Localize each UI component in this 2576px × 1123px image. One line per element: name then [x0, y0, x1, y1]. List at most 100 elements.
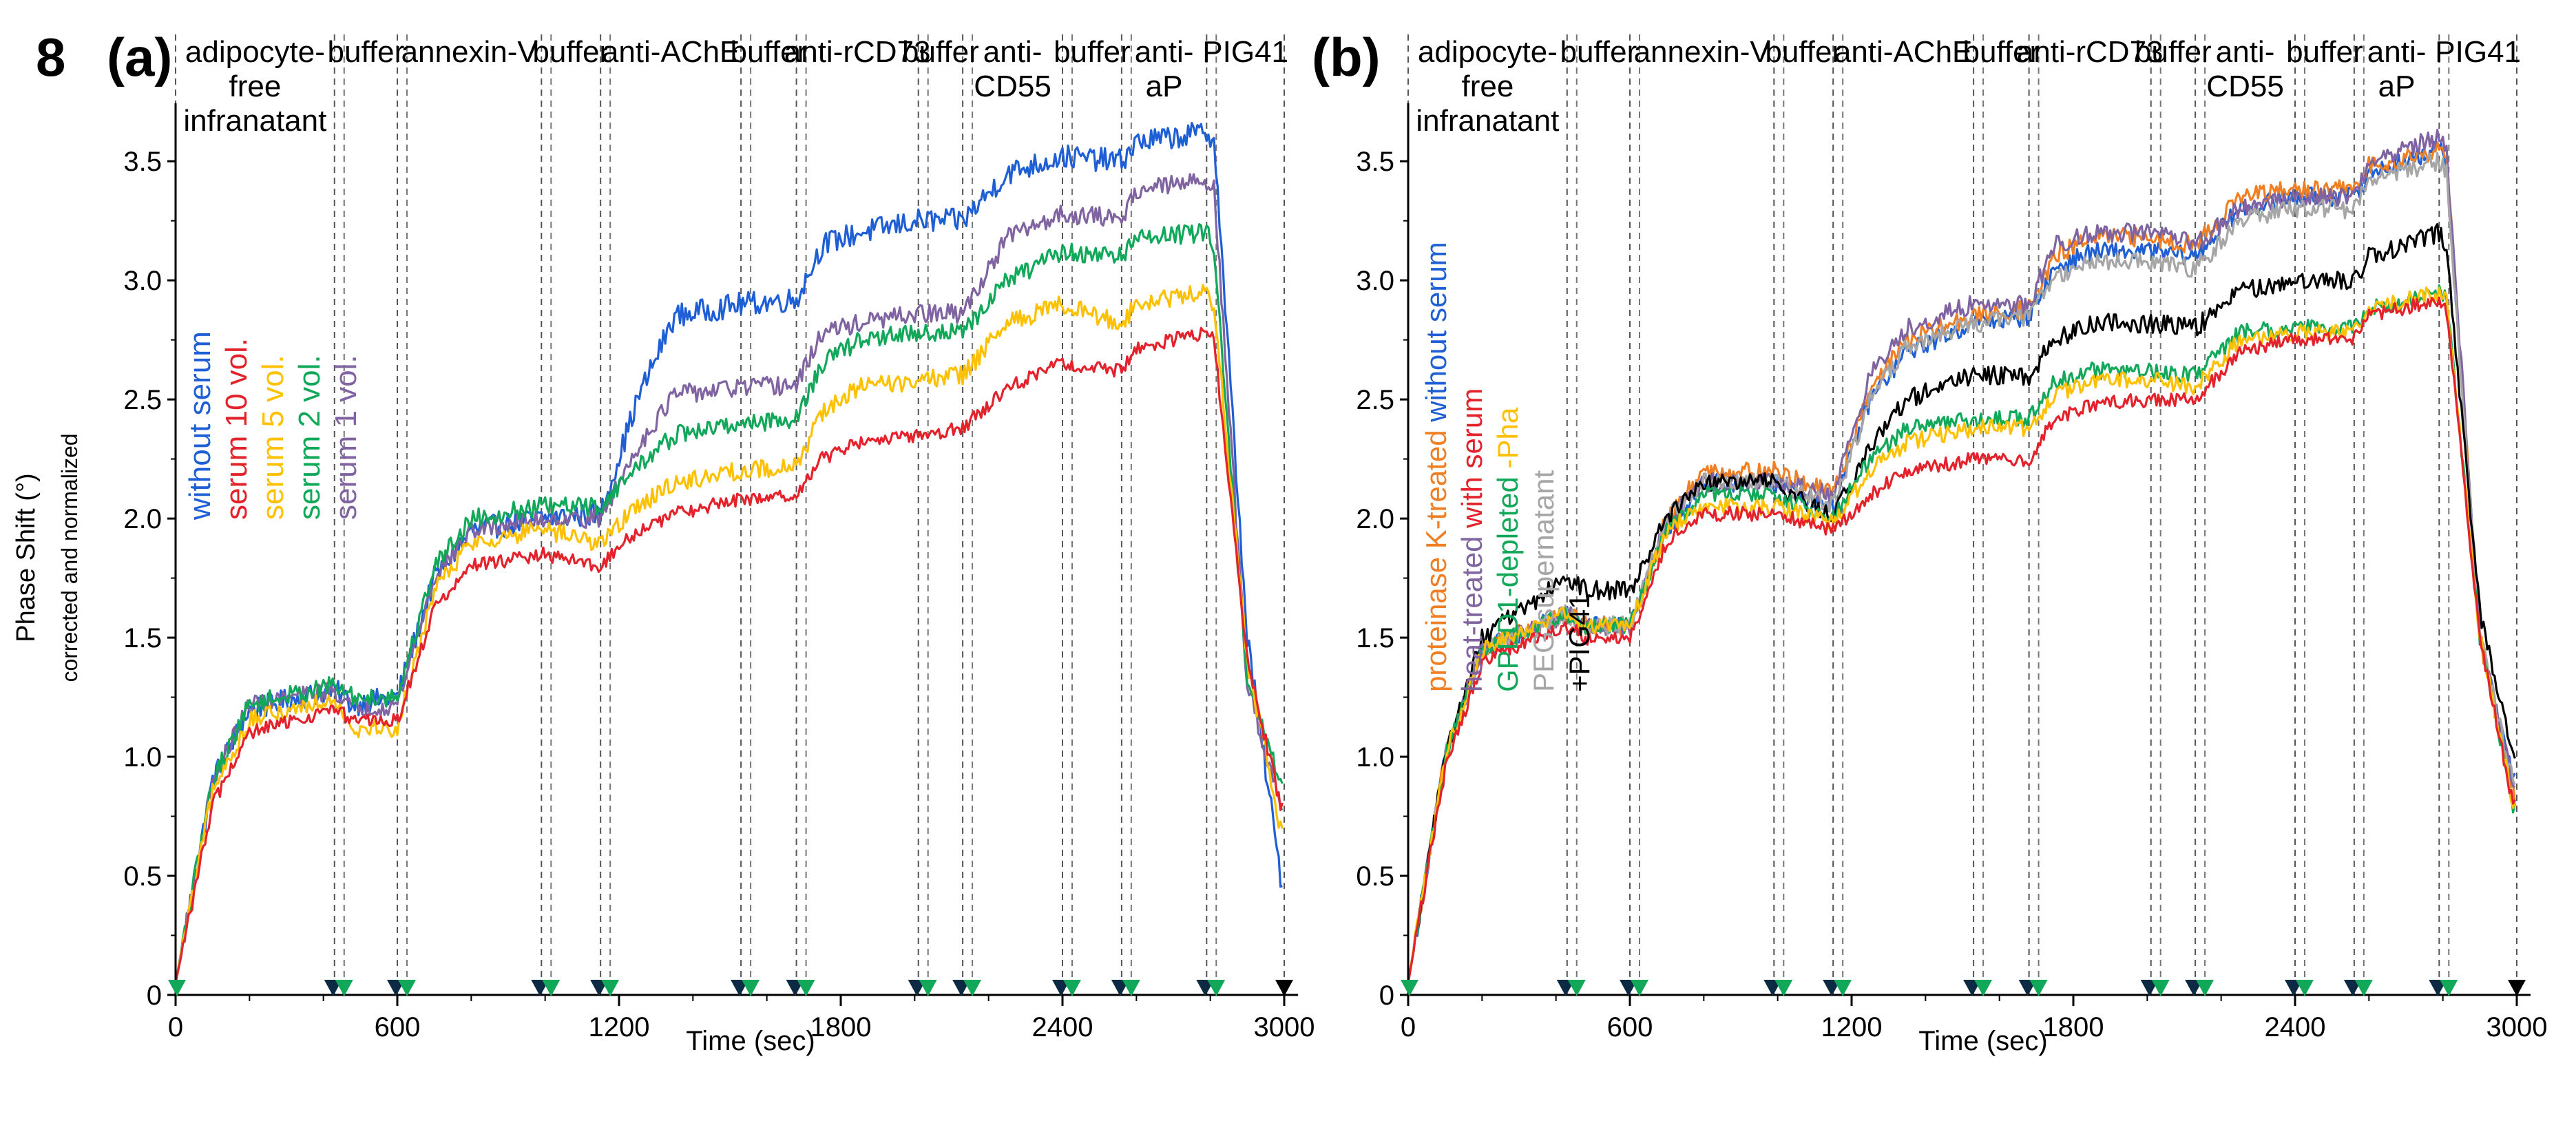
injection-marker [2296, 980, 2314, 996]
panel-a: (a) adipocyte-freeinfranatantbufferannex… [12, 27, 1315, 1056]
segment-label: free [229, 70, 281, 103]
figure-number: 8 [36, 27, 65, 87]
segment-label: buffer [1560, 35, 1637, 69]
legend-entry-text: without serum [1420, 242, 1452, 422]
segment-label: aP [1146, 70, 1183, 103]
injection-guides-b [1407, 34, 2517, 995]
x-tick-label: 600 [1607, 1012, 1653, 1042]
injection-marker [963, 980, 982, 996]
segment-label: buffer [730, 35, 807, 69]
y-tick-label: 2.0 [1356, 504, 1394, 534]
series-line-heat-treated [1407, 129, 2516, 983]
legend-entry: serum 1 vol. [329, 355, 363, 520]
injection-marker [2354, 980, 2373, 996]
segment-label: buffer [902, 35, 979, 69]
y-tick-label: 2.0 [123, 504, 162, 534]
segment-label: anti- [1135, 35, 1194, 69]
x-tick-label: 600 [375, 1012, 421, 1042]
x-tick-label: 3000 [2486, 1012, 2548, 1042]
injection-marker [1275, 980, 1293, 996]
series-line-serum-5-vol- [174, 284, 1284, 984]
segment-label: buffer [1962, 35, 2040, 69]
legend-entry-text: serum [329, 428, 363, 520]
segment-labels-b: adipocyte-freeinfranatantbufferannexin-V… [1416, 35, 2521, 138]
series-line--pig41 [1407, 223, 2516, 983]
legend-entry: heat-treated with serum [1456, 388, 1488, 692]
series-line-serum-2-vol- [174, 223, 1284, 983]
segment-label: adipocyte- [1418, 35, 1558, 69]
x-ticks-b: 0 600 1200 1800 2400 3000 [1401, 995, 2548, 1042]
segment-label: infranatant [183, 104, 326, 138]
legend-entry: without serum [183, 331, 217, 521]
injection-marker [2029, 980, 2048, 996]
injection-marker [1834, 980, 1852, 996]
injection-marker [601, 980, 620, 996]
legend-entry: serum 2 vol. [293, 355, 326, 520]
legend-entry-text: with serum [1456, 388, 1488, 529]
y-tick-label: 0.5 [1356, 861, 1394, 892]
legend-entry-text: +PIG41 [1563, 593, 1595, 692]
x-tick-label: 3000 [1254, 1012, 1315, 1042]
y-ticks-a: 0 0.5 1.0 1.5 2.0 2.5 3.0 3.5 [123, 147, 176, 1011]
legend-entry-text: proteinase K-treated [1420, 422, 1452, 692]
legend-entry-text: serum [220, 428, 253, 520]
segment-label: annexin-V [401, 35, 538, 69]
y-tick-label: 3.0 [123, 266, 162, 296]
injection-marker [168, 980, 186, 996]
injection-marker [919, 980, 937, 996]
segment-labels-a: adipocyte-freeinfranatantbufferannexin-V… [183, 35, 1288, 138]
x-tick-label: 2400 [2265, 1012, 2326, 1042]
legend-entry-text: GPLD1-depleted [1491, 468, 1524, 692]
segment-label: aP [2378, 70, 2416, 103]
plot-area-a [174, 122, 1284, 984]
injection-marker [1122, 980, 1140, 996]
segment-label: anti- [2367, 35, 2427, 69]
segment-label: buffer [532, 35, 609, 69]
legend-a: without serum serum 10 vol.serum 5 vol.se… [183, 331, 363, 521]
injection-marker [2440, 980, 2458, 996]
segment-label: free [1461, 70, 1514, 103]
segment-label: annexin-V [1634, 35, 1771, 69]
x-tick-label: 1800 [810, 1012, 872, 1042]
legend-entry: serum 10 vol. [220, 338, 253, 520]
series-line-peg-supernatant [1407, 151, 2516, 983]
legend-b: proteinase K-treated without serumheat-t… [1420, 242, 1595, 692]
legend-entry: proteinase K-treated without serum [1420, 242, 1452, 692]
segment-label: adipocyte- [185, 35, 325, 69]
plot-area-b [1407, 129, 2516, 983]
injection-marker [2508, 980, 2526, 996]
series-line--pha [1407, 286, 2516, 983]
panel-b: (b) adipocyte-freeinfranatantbufferannex… [1312, 27, 2547, 1056]
y-tick-label: 1.5 [123, 623, 162, 653]
y-axis-label-a: Phase Shift (°) [12, 473, 41, 642]
injection-markers-a [168, 980, 1293, 996]
y-tick-label: 2.5 [1356, 385, 1394, 415]
injection-marker [1631, 980, 1648, 996]
panel-label-b: (b) [1312, 27, 1381, 87]
legend-entry-text: serum [293, 428, 326, 520]
injection-marker [1774, 980, 1793, 996]
x-tick-label: 0 [1401, 1012, 1416, 1042]
series-line-proteinase-k-treated [1407, 140, 2516, 983]
injection-marker [1567, 980, 1586, 996]
legend-entry-text: 10 vol. [220, 338, 253, 428]
y-ticks-b: 0 0.5 1.0 1.5 2.0 2.5 3.0 3.5 [1356, 147, 1408, 1011]
injection-guides-a [175, 34, 1285, 995]
segment-label: buffer [328, 35, 405, 69]
x-axis-label-a: Time (sec) [686, 1026, 815, 1056]
legend-entry-text: 1 vol. [329, 355, 363, 427]
y-tick-label: 3.5 [123, 147, 162, 177]
segment-label: anti- [983, 35, 1043, 69]
y-tick-label: 0 [1379, 980, 1394, 1011]
legend-entry-text: heat-treated [1456, 528, 1488, 692]
injection-marker [1207, 980, 1226, 996]
segment-label: buffer [1054, 35, 1131, 69]
axes-b [1407, 103, 2531, 996]
segment-label: anti- [2216, 35, 2275, 69]
injection-marker [1063, 980, 1081, 996]
series-line-with-serum [1407, 296, 2516, 983]
segment-label: buffer [2135, 35, 2212, 69]
x-tick-label: 2400 [1032, 1012, 1093, 1042]
x-tick-label: 1200 [1821, 1012, 1883, 1042]
